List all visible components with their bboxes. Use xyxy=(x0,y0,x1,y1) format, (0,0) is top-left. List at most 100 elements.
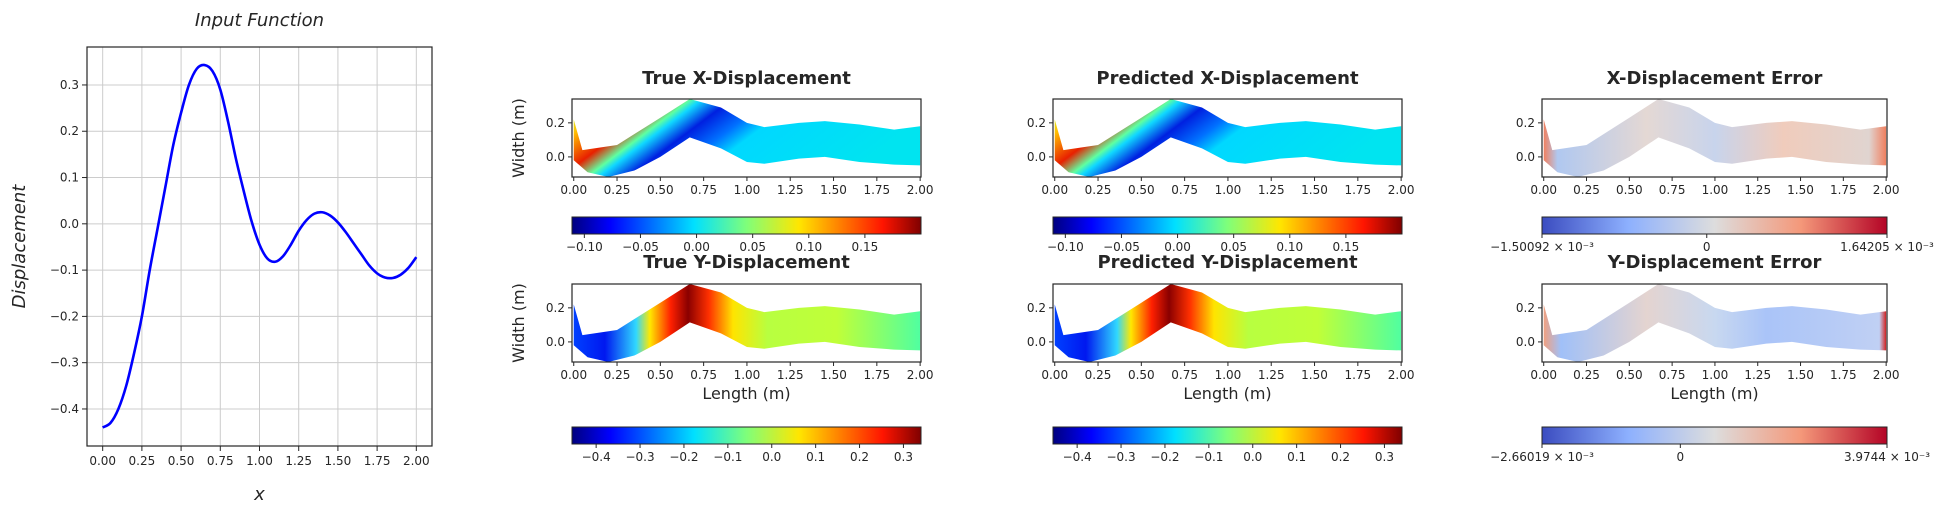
y-tick-label: 0.0 xyxy=(546,335,565,349)
x-tick-label: 0.50 xyxy=(1128,183,1155,197)
colorbar-tick-label: 0.2 xyxy=(850,450,869,464)
x-tick-label: 1.50 xyxy=(1787,183,1814,197)
x-tick-label: 0.50 xyxy=(1616,368,1643,382)
colorbar-tick-label: 0.0 xyxy=(1243,450,1262,464)
x-tick-label: 1.25 xyxy=(1744,368,1771,382)
x-tick-label: 0.00 xyxy=(560,368,587,382)
colorbar-tick-label: 0.00 xyxy=(1164,240,1191,254)
colorbar-tick-label: −0.2 xyxy=(669,450,698,464)
x-tick-label: 2.00 xyxy=(907,183,934,197)
field-panel: 0.00 0.25 0.50 0.75 1.00 1.25 1.50 1.75 2.00 0.0 0… xyxy=(509,252,933,464)
displacement-field xyxy=(1054,99,1402,177)
x-axis-label: Length (m) xyxy=(1183,384,1271,403)
x-tick-label: 1.00 xyxy=(1702,368,1729,382)
x-tick-label: 0.25 xyxy=(1573,183,1600,197)
colorbar-tick-label: 0.1 xyxy=(806,450,825,464)
y-axis-label: Displacement xyxy=(9,184,30,309)
x-tick-label: 0.00 xyxy=(1041,368,1068,382)
colorbar-tick-label: 0.1 xyxy=(1287,450,1306,464)
colorbar-tick-label: −0.10 xyxy=(1047,240,1084,254)
x-axis-label: x xyxy=(253,484,265,505)
y-tick-label: 0.0 xyxy=(60,217,79,231)
colorbar xyxy=(1052,216,1403,235)
displacement-line xyxy=(102,63,418,429)
colorbar-tick-label: 0.05 xyxy=(1220,240,1247,254)
y-axis-label: Width (m) xyxy=(509,283,528,363)
x-tick-label: 0.50 xyxy=(1128,368,1155,382)
colorbar xyxy=(571,216,922,235)
y-axis-label: Width (m) xyxy=(509,98,528,178)
colorbar xyxy=(1541,426,1888,445)
x-tick-label: 1.25 xyxy=(285,454,312,468)
y-tick-label: 0.2 xyxy=(1027,116,1046,130)
displacement-field xyxy=(573,99,921,177)
panel-title: Predicted Y-Displacement xyxy=(1097,252,1358,273)
y-tick-label: 0.2 xyxy=(546,116,565,130)
x-tick-label: 1.50 xyxy=(1301,183,1328,197)
colorbar-tick-label: 0.2 xyxy=(1331,450,1350,464)
x-tick-label: 1.25 xyxy=(777,183,804,197)
x-tick-label: 1.25 xyxy=(1258,368,1285,382)
y-tick-label: −0.1 xyxy=(50,263,79,277)
y-tick-label: 0.2 xyxy=(1516,116,1535,130)
colorbar-tick-label: 0.00 xyxy=(683,240,710,254)
y-tick-label: 0.2 xyxy=(60,124,79,138)
y-tick-label: −0.4 xyxy=(50,402,79,416)
x-tick-label: 2.00 xyxy=(1873,183,1900,197)
displacement-field xyxy=(573,284,921,362)
x-tick-label: 1.00 xyxy=(734,368,761,382)
x-tick-label: 2.00 xyxy=(1388,183,1415,197)
y-tick-label: 0.2 xyxy=(546,301,565,315)
y-tick-label: 0.0 xyxy=(1516,335,1535,349)
x-tick-label: 1.00 xyxy=(1215,183,1242,197)
colorbar-tick-label: 0.0 xyxy=(762,450,781,464)
x-tick-label: 1.75 xyxy=(1344,183,1371,197)
x-tick-label: 0.00 xyxy=(1530,183,1557,197)
colorbar-tick-label: 0.3 xyxy=(1375,450,1394,464)
x-tick-label: 1.00 xyxy=(246,454,273,468)
y-tick-label: 0.2 xyxy=(1516,301,1535,315)
x-tick-label: 0.75 xyxy=(1171,368,1198,382)
colorbar-tick-label: −0.4 xyxy=(582,450,611,464)
x-tick-label: 1.50 xyxy=(820,183,847,197)
colorbar-tick-label: −0.4 xyxy=(1063,450,1092,464)
x-tick-label: 1.25 xyxy=(1744,183,1771,197)
x-tick-label: 1.75 xyxy=(364,454,391,468)
colorbar-tick-label: −1.50092 × 10⁻³ xyxy=(1490,240,1594,254)
x-tick-label: 1.00 xyxy=(734,183,761,197)
colorbar-tick-label: −0.3 xyxy=(625,450,654,464)
x-axis-label: Length (m) xyxy=(1670,384,1758,403)
x-tick-label: 1.50 xyxy=(820,368,847,382)
x-tick-label: 1.75 xyxy=(1344,368,1371,382)
y-tick-label: 0.3 xyxy=(60,78,79,92)
y-tick-label: 0.0 xyxy=(1027,150,1046,164)
x-tick-label: 0.25 xyxy=(1573,368,1600,382)
x-tick-label: 0.25 xyxy=(604,368,631,382)
x-tick-label: 2.00 xyxy=(1388,368,1415,382)
x-tick-label: 0.75 xyxy=(1171,183,1198,197)
colorbar-tick-label: −0.05 xyxy=(1103,240,1140,254)
x-tick-label: 0.25 xyxy=(129,454,156,468)
x-tick-label: 1.00 xyxy=(1215,368,1242,382)
x-tick-label: 0.75 xyxy=(1659,368,1686,382)
x-tick-label: 2.00 xyxy=(1873,368,1900,382)
colorbar-tick-label: −2.66019 × 10⁻³ xyxy=(1490,450,1594,464)
colorbar xyxy=(1052,426,1403,445)
x-tick-label: 0.25 xyxy=(604,183,631,197)
colorbar-tick-label: 0.10 xyxy=(795,240,822,254)
colorbar-tick-label: 1.64205 × 10⁻³ xyxy=(1840,240,1934,254)
x-tick-label: 1.75 xyxy=(863,368,890,382)
x-tick-label: 0.25 xyxy=(1085,368,1112,382)
x-tick-label: 1.75 xyxy=(1830,183,1857,197)
x-tick-label: 0.50 xyxy=(168,454,195,468)
x-tick-label: 1.75 xyxy=(863,183,890,197)
x-tick-label: 0.50 xyxy=(647,368,674,382)
x-tick-label: 1.25 xyxy=(777,368,804,382)
input-function-panel: 0.00 0.25 0.50 0.75 1.00 1.25 1.50 1.75 2.00 −0.4… xyxy=(9,10,433,505)
colorbar-tick-label: 0.15 xyxy=(852,240,879,254)
displacement-field xyxy=(1543,284,1887,362)
colorbar-tick-label: 0 xyxy=(1677,450,1685,464)
field-panel: 0.00 0.25 0.50 0.75 1.00 1.25 1.50 1.75 2.00 0.0 0… xyxy=(1027,252,1415,464)
x-tick-label: 1.50 xyxy=(1787,368,1814,382)
